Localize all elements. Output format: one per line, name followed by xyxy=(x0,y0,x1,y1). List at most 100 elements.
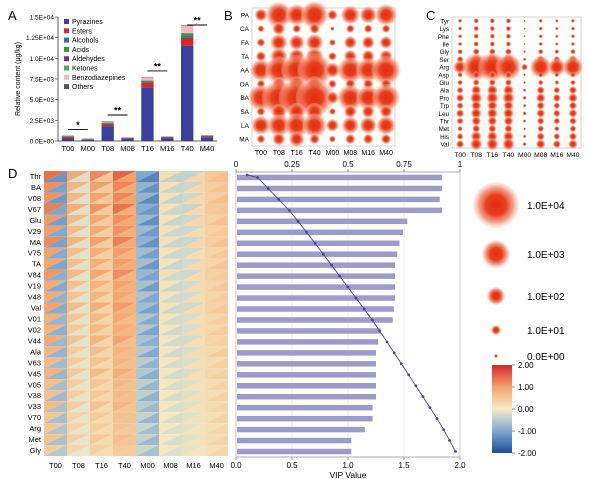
d-cell-lower-triangle xyxy=(182,390,205,402)
c-bubble xyxy=(522,103,527,108)
d-cell-upper-triangle xyxy=(90,324,113,336)
d-cell-lower-triangle xyxy=(44,335,67,347)
panel-d-vip-chart: 0.0 0.5 1.0 1.5 2.0 0 0.25 0.5 0.75 1 VIP Value xyxy=(230,160,466,479)
d-cell-lower-triangle xyxy=(205,335,228,347)
b-bubble xyxy=(328,51,337,61)
b-bubble xyxy=(272,132,286,146)
b-bubble xyxy=(345,24,355,34)
d-row-label: V02 xyxy=(28,325,41,334)
vip-bar xyxy=(237,426,365,433)
b-bubble xyxy=(359,116,377,134)
c-bubble xyxy=(555,34,559,38)
d-cell-lower-triangle xyxy=(205,302,228,314)
c-bubble xyxy=(458,41,463,47)
c-bubble xyxy=(536,101,545,110)
c-bubble xyxy=(505,48,512,56)
d-cell-lower-triangle xyxy=(205,445,228,456)
d-cell-lower-triangle xyxy=(182,357,205,369)
d-cell-upper-triangle xyxy=(182,434,205,446)
c-bubble xyxy=(537,72,544,78)
c-bubble xyxy=(553,102,561,110)
d-cell-lower-triangle xyxy=(113,335,136,347)
c-bubble xyxy=(473,18,479,24)
d-cell-lower-triangle xyxy=(159,269,182,281)
a-bar-segment xyxy=(161,137,174,139)
d-cell-lower-triangle xyxy=(205,181,228,193)
a-legend-label: Pyrazines xyxy=(72,19,103,26)
a-significance-label: ** xyxy=(194,16,202,26)
b-bubble xyxy=(265,1,292,28)
b-bubble xyxy=(379,36,393,49)
d-cell-lower-triangle xyxy=(182,313,205,325)
d-cell-lower-triangle xyxy=(90,225,113,237)
d-cell-lower-triangle xyxy=(90,291,113,303)
c-bubble xyxy=(502,91,515,105)
b-bubble xyxy=(379,105,393,118)
d-cell-lower-triangle xyxy=(136,423,159,435)
d-cell-lower-triangle xyxy=(182,214,205,226)
c-row-label: Tyr xyxy=(440,18,449,25)
d-cell-lower-triangle xyxy=(205,346,228,358)
vip-cumulative-point xyxy=(421,395,425,399)
vip-cumulative-point xyxy=(313,241,317,245)
d-cell-lower-triangle xyxy=(205,203,228,215)
vip-top-tick-label: 0.75 xyxy=(396,160,412,169)
a-legend-swatch xyxy=(64,46,69,52)
d-col-label: M08 xyxy=(163,461,178,470)
c-bubble xyxy=(489,25,496,32)
b-row-label: SA xyxy=(240,109,249,116)
d-row-label: Glu xyxy=(29,216,41,225)
d-cell-upper-triangle xyxy=(205,225,228,237)
d-cell-lower-triangle xyxy=(67,302,90,314)
b-row-label: AA xyxy=(240,68,249,75)
c-bubble xyxy=(537,79,544,86)
d-cell-lower-triangle xyxy=(113,203,136,215)
d-cell-lower-triangle xyxy=(182,291,205,303)
c-row-label: Asp xyxy=(438,72,449,79)
c-bubble xyxy=(458,34,463,39)
vip-bar xyxy=(237,251,398,257)
d-cell-lower-triangle xyxy=(182,225,205,237)
c-bubble xyxy=(486,138,499,151)
legend-bubble-label: 1.0E+01 xyxy=(527,326,565,337)
c-bubble xyxy=(570,26,575,31)
d-cell-lower-triangle xyxy=(113,368,136,380)
vip-bar xyxy=(237,339,379,345)
a-y-tick-label: 1.5E+04 xyxy=(30,15,55,22)
b-col-label: T00 xyxy=(255,150,267,157)
d-cell-upper-triangle xyxy=(182,225,205,237)
vip-cumulative-point xyxy=(346,285,350,289)
c-bubble xyxy=(502,107,514,119)
a-legend-swatch xyxy=(64,28,69,34)
c-col-label: M00 xyxy=(518,152,531,159)
d-cell-lower-triangle xyxy=(113,390,136,402)
a-bar-segment xyxy=(101,124,114,127)
d-cell-lower-triangle xyxy=(90,258,113,270)
b-bubble xyxy=(297,52,332,88)
d-cell-lower-triangle xyxy=(44,390,67,402)
d-cell-lower-triangle xyxy=(90,171,113,182)
d-cell-lower-triangle xyxy=(113,423,136,435)
d-cell-upper-triangle xyxy=(159,434,182,446)
d-cell-lower-triangle xyxy=(136,390,159,402)
a-legend-label: Esters xyxy=(72,28,92,35)
d-row-label: V38 xyxy=(28,391,41,400)
d-cell-upper-triangle xyxy=(205,214,228,226)
d-cell-upper-triangle xyxy=(182,401,205,413)
a-y-axis-label: Relative content (μg/kg) xyxy=(15,42,22,116)
d-cell-upper-triangle xyxy=(44,192,67,204)
d-cell-lower-triangle xyxy=(44,324,67,336)
a-bar-segment xyxy=(141,77,154,81)
d-cell-lower-triangle xyxy=(44,258,67,270)
c-bubble xyxy=(522,142,527,147)
d-row-label: V01 xyxy=(28,314,41,323)
c-frame xyxy=(451,16,582,149)
a-legend-swatch xyxy=(64,74,69,80)
d-col-label: T08 xyxy=(72,461,85,470)
vip-bar xyxy=(237,415,373,422)
b-bubble xyxy=(324,62,341,78)
d-cell-lower-triangle xyxy=(90,214,113,226)
vip-cumulative-point xyxy=(354,296,358,300)
d-cell-upper-triangle xyxy=(182,214,205,226)
